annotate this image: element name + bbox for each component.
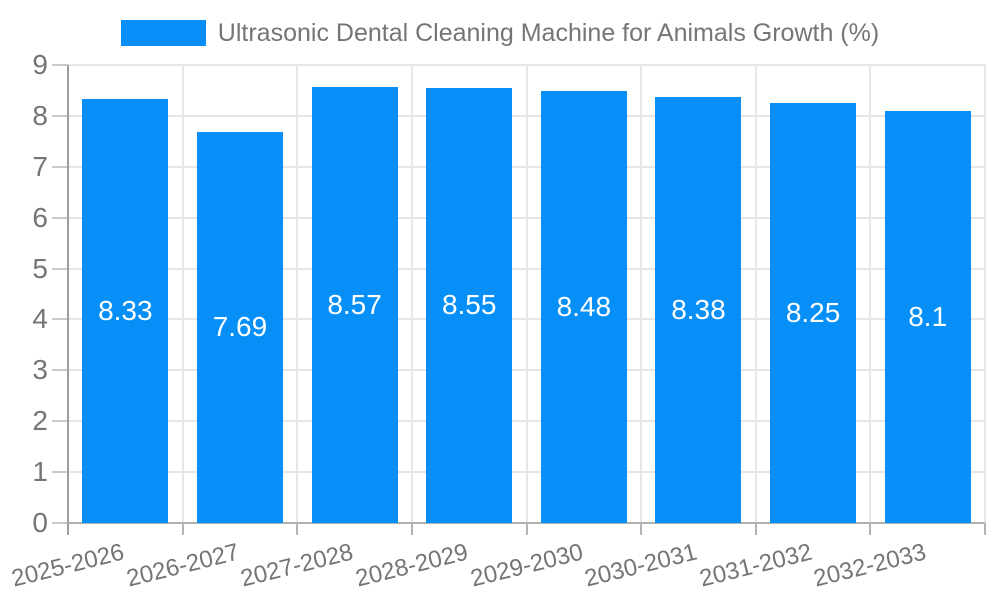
x-tick-mark [984, 523, 986, 535]
y-tick-label: 8 [32, 99, 48, 131]
bar [540, 91, 627, 523]
y-tick-label: 4 [32, 303, 48, 335]
y-tick-label: 5 [32, 252, 48, 284]
bar-value-label: 7.69 [212, 311, 268, 343]
y-tick-mark [52, 318, 68, 321]
gridline-vertical [410, 65, 413, 523]
gridline-vertical [754, 65, 757, 523]
bar [770, 103, 857, 523]
legend: Ultrasonic Dental Cleaning Machine for A… [0, 18, 1000, 48]
bar-value-label: 8.48 [556, 291, 612, 323]
y-tick-label: 9 [32, 49, 48, 80]
bar-value-label: 8.38 [671, 293, 726, 325]
gridline-vertical [181, 65, 184, 523]
y-tick-label: 3 [32, 354, 48, 386]
y-tick-label: 7 [32, 150, 48, 182]
y-tick-mark [52, 420, 68, 423]
bar [884, 110, 971, 523]
x-tick-mark [181, 523, 184, 535]
x-tick-label: 2026-2027 [123, 538, 242, 593]
y-tick-label: 1 [32, 456, 48, 488]
bar [196, 131, 283, 523]
x-tick-mark [869, 523, 872, 535]
y-tick-mark [52, 165, 68, 168]
y-tick-mark [52, 114, 68, 117]
y-tick-mark [52, 267, 68, 270]
x-tick-label: 2028-2029 [352, 538, 471, 593]
y-tick-mark [52, 369, 68, 372]
bar-value-label: 8.33 [98, 295, 153, 327]
bar [426, 87, 513, 523]
y-tick-label: 0 [32, 507, 48, 538]
x-tick-label: 2025-2026 [8, 538, 127, 593]
y-tick-mark [52, 522, 68, 524]
y-tick-label: 6 [32, 201, 48, 233]
x-tick-mark [525, 523, 528, 535]
x-axis-line [68, 522, 985, 524]
bar-value-label: 8.25 [785, 297, 841, 329]
bar [311, 86, 398, 523]
bar-value-label: 8.57 [327, 288, 382, 320]
y-tick-mark [52, 64, 68, 66]
bar [82, 99, 169, 523]
gridline-vertical [640, 65, 643, 523]
legend-swatch [120, 20, 206, 46]
bar-value-label: 8.1 [908, 300, 948, 332]
x-tick-mark [296, 523, 299, 535]
x-tick-label: 2030-2031 [582, 538, 700, 593]
y-axis-line [67, 65, 69, 535]
x-tick-label: 2031-2032 [696, 538, 815, 593]
x-tick-mark [410, 523, 413, 535]
x-tick-label: 2029-2030 [467, 538, 586, 593]
bar [655, 96, 742, 523]
gridline-vertical [869, 65, 872, 523]
gridline-vertical [525, 65, 528, 523]
chart-title: Ultrasonic Dental Cleaning Machine for A… [217, 18, 880, 47]
gridline-vertical [984, 65, 986, 523]
gridline-vertical [296, 65, 299, 523]
x-tick-mark [640, 523, 643, 535]
y-tick-mark [52, 471, 68, 474]
x-tick-label: 2027-2028 [238, 538, 357, 593]
y-tick-label: 2 [32, 405, 48, 437]
x-tick-mark [754, 523, 757, 535]
x-tick-label: 2032-2033 [811, 538, 930, 593]
bar-value-label: 8.55 [441, 289, 497, 321]
y-tick-mark [52, 216, 68, 219]
